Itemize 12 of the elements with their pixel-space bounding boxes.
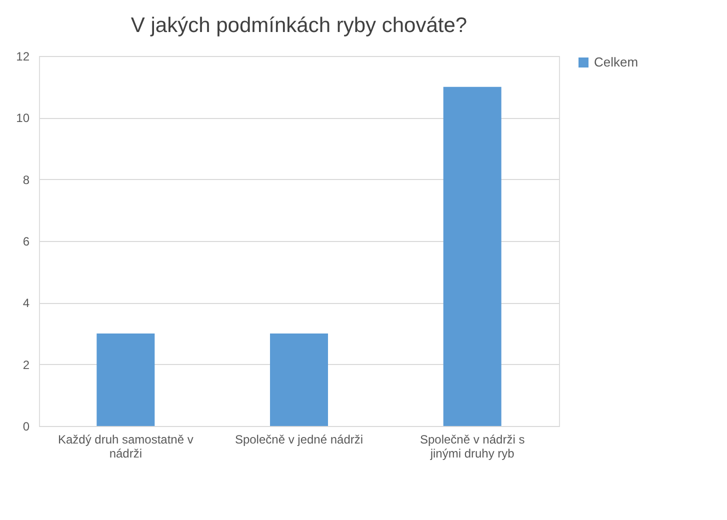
x-tick-label: Společně v jedné nádrži xyxy=(234,432,364,446)
y-tick-label: 8 xyxy=(22,172,30,187)
chart-title: V jakých podmínkách ryby chováte? xyxy=(130,14,468,37)
y-tick-label: 6 xyxy=(22,234,30,248)
x-tick-label: Každý druh samostatně v nádrži xyxy=(58,432,194,460)
y-tick-label: 12 xyxy=(16,50,30,64)
y-tick-label: 2 xyxy=(22,358,30,372)
y-tick-label: 0 xyxy=(22,420,30,434)
y-tick-label: 10 xyxy=(16,111,30,126)
x-tick-label: Společně v nádrži s jinými druhy ryb xyxy=(420,432,525,460)
legend-label: Celkem xyxy=(594,54,638,70)
y-tick-label: 4 xyxy=(22,296,30,310)
